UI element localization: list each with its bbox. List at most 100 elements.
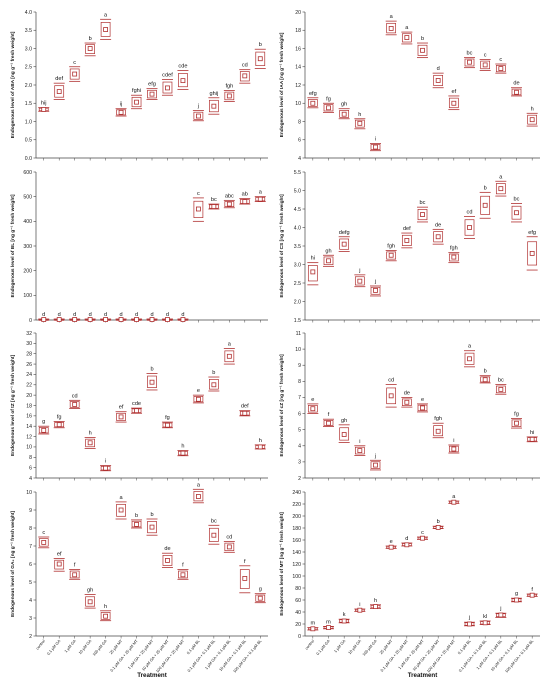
mean-marker [326,105,331,111]
data-box: b [146,366,158,391]
data-box: de [511,81,522,97]
mean-marker [373,287,378,293]
significance-letter: efg [528,230,536,236]
significance-letter: d [42,312,45,318]
mean-marker [514,420,519,426]
iqr-box [100,612,111,620]
y-tick-label: 1.0 [25,119,32,125]
mean-marker [242,576,248,581]
data-box: hi [526,430,538,443]
y-tick-label: 8 [29,526,32,532]
significance-letter: a [120,495,124,501]
y-tick-label: 5.0 [294,188,301,194]
y-tick-label: 5 [298,427,301,433]
mean-marker [404,399,410,405]
significance-letter: h [104,604,107,610]
mean-marker [87,440,93,446]
data-box: i [448,438,460,454]
significance-letter: b [421,36,424,42]
data-box: fg [323,96,334,113]
y-tick-label: 16 [26,414,32,420]
mean-marker [56,422,62,428]
data-box: h [526,106,538,127]
significance-letter: h [259,438,262,444]
significance-letter: fg [165,415,170,421]
chart-panel-4: 1.5 2.0 2.5 3.0 3.5 4.0 4.5 5.0 5.5 Endogenous le… [279,170,540,324]
data-box: bc [417,200,428,223]
significance-letter: a [390,14,394,20]
mean-marker [514,597,519,603]
data-box: b [208,370,220,392]
y-tick-label: 300 [23,244,32,250]
data-box: h [100,604,112,622]
mean-marker [165,85,170,91]
iqr-box [370,461,381,469]
significance-letter: de [164,546,170,552]
data-box: d [432,66,444,89]
mean-marker [195,113,201,119]
y-tick-label: 200 [23,268,32,274]
mean-marker [467,621,472,627]
data-box: d [161,312,173,322]
significance-letter: def [55,76,63,82]
y-tick-label: 12 [26,434,32,440]
mean-marker [357,278,363,284]
mean-marker [118,507,124,513]
data-box: j [370,453,381,471]
y-tick-label: 10 [295,347,301,353]
data-box: b [479,185,491,219]
mean-marker [226,201,232,207]
data-box: k [338,612,350,624]
iqr-box [224,542,235,552]
iqr-box [323,104,334,112]
significance-letter: fg [57,415,62,421]
data-box: j [464,615,475,627]
mean-marker [514,210,519,216]
significance-letter: ef [57,552,62,558]
iqr-box [354,276,365,286]
y-tick-label: 1.5 [25,101,32,107]
y-tick-label: 2.5 [25,65,32,71]
significance-letter: bc [211,197,217,203]
significance-letter: i [375,136,376,142]
iqr-box [401,33,412,43]
mean-marker [149,317,155,322]
significance-letter: m [326,619,331,625]
data-box: b [84,36,96,57]
iqr-box [85,596,95,607]
iqr-box [255,594,266,602]
iqr-box [193,396,204,403]
significance-letter: fgh [225,83,233,89]
mean-marker [134,317,139,322]
significance-letter: b [437,519,440,525]
significance-letter: f [182,562,184,568]
iqr-box [162,81,173,94]
category-label: 10 µM GA + 0.1 µM BL [489,638,519,672]
y-tick-label: 7 [298,395,301,401]
mean-marker [404,35,410,40]
category-label: 0.1 µM BL [456,638,472,655]
y-tick-label: 600 [23,170,32,176]
chart-panel-1: 0.0 0.5 1.0 1.5 2.0 2.5 3.0 3.5 4.0 Endogenous le… [10,10,268,162]
mean-marker [72,71,78,77]
significance-letter: h [531,106,534,112]
data-box: bc [511,196,522,223]
significance-letter: h [89,431,92,437]
data-box: def [239,404,251,417]
mean-marker [467,59,472,65]
data-box: ef [53,552,65,572]
mean-marker [165,317,170,322]
significance-letter: def [241,404,249,410]
data-box: a [192,482,204,504]
data-box: de [401,390,413,408]
significance-letter: gh [87,588,93,594]
category-label: 10 µM GA + 0.1 µM BL [218,638,248,672]
mean-marker [41,317,47,322]
significance-letter: i [453,438,454,444]
category-label: 100 µM GA [91,638,108,657]
y-tick-label: 2 [298,476,301,482]
data-box: bc [208,518,220,545]
mean-marker [357,120,363,126]
category-label: 1 µM GA [333,638,347,653]
y-tick-label: 0 [29,318,32,324]
